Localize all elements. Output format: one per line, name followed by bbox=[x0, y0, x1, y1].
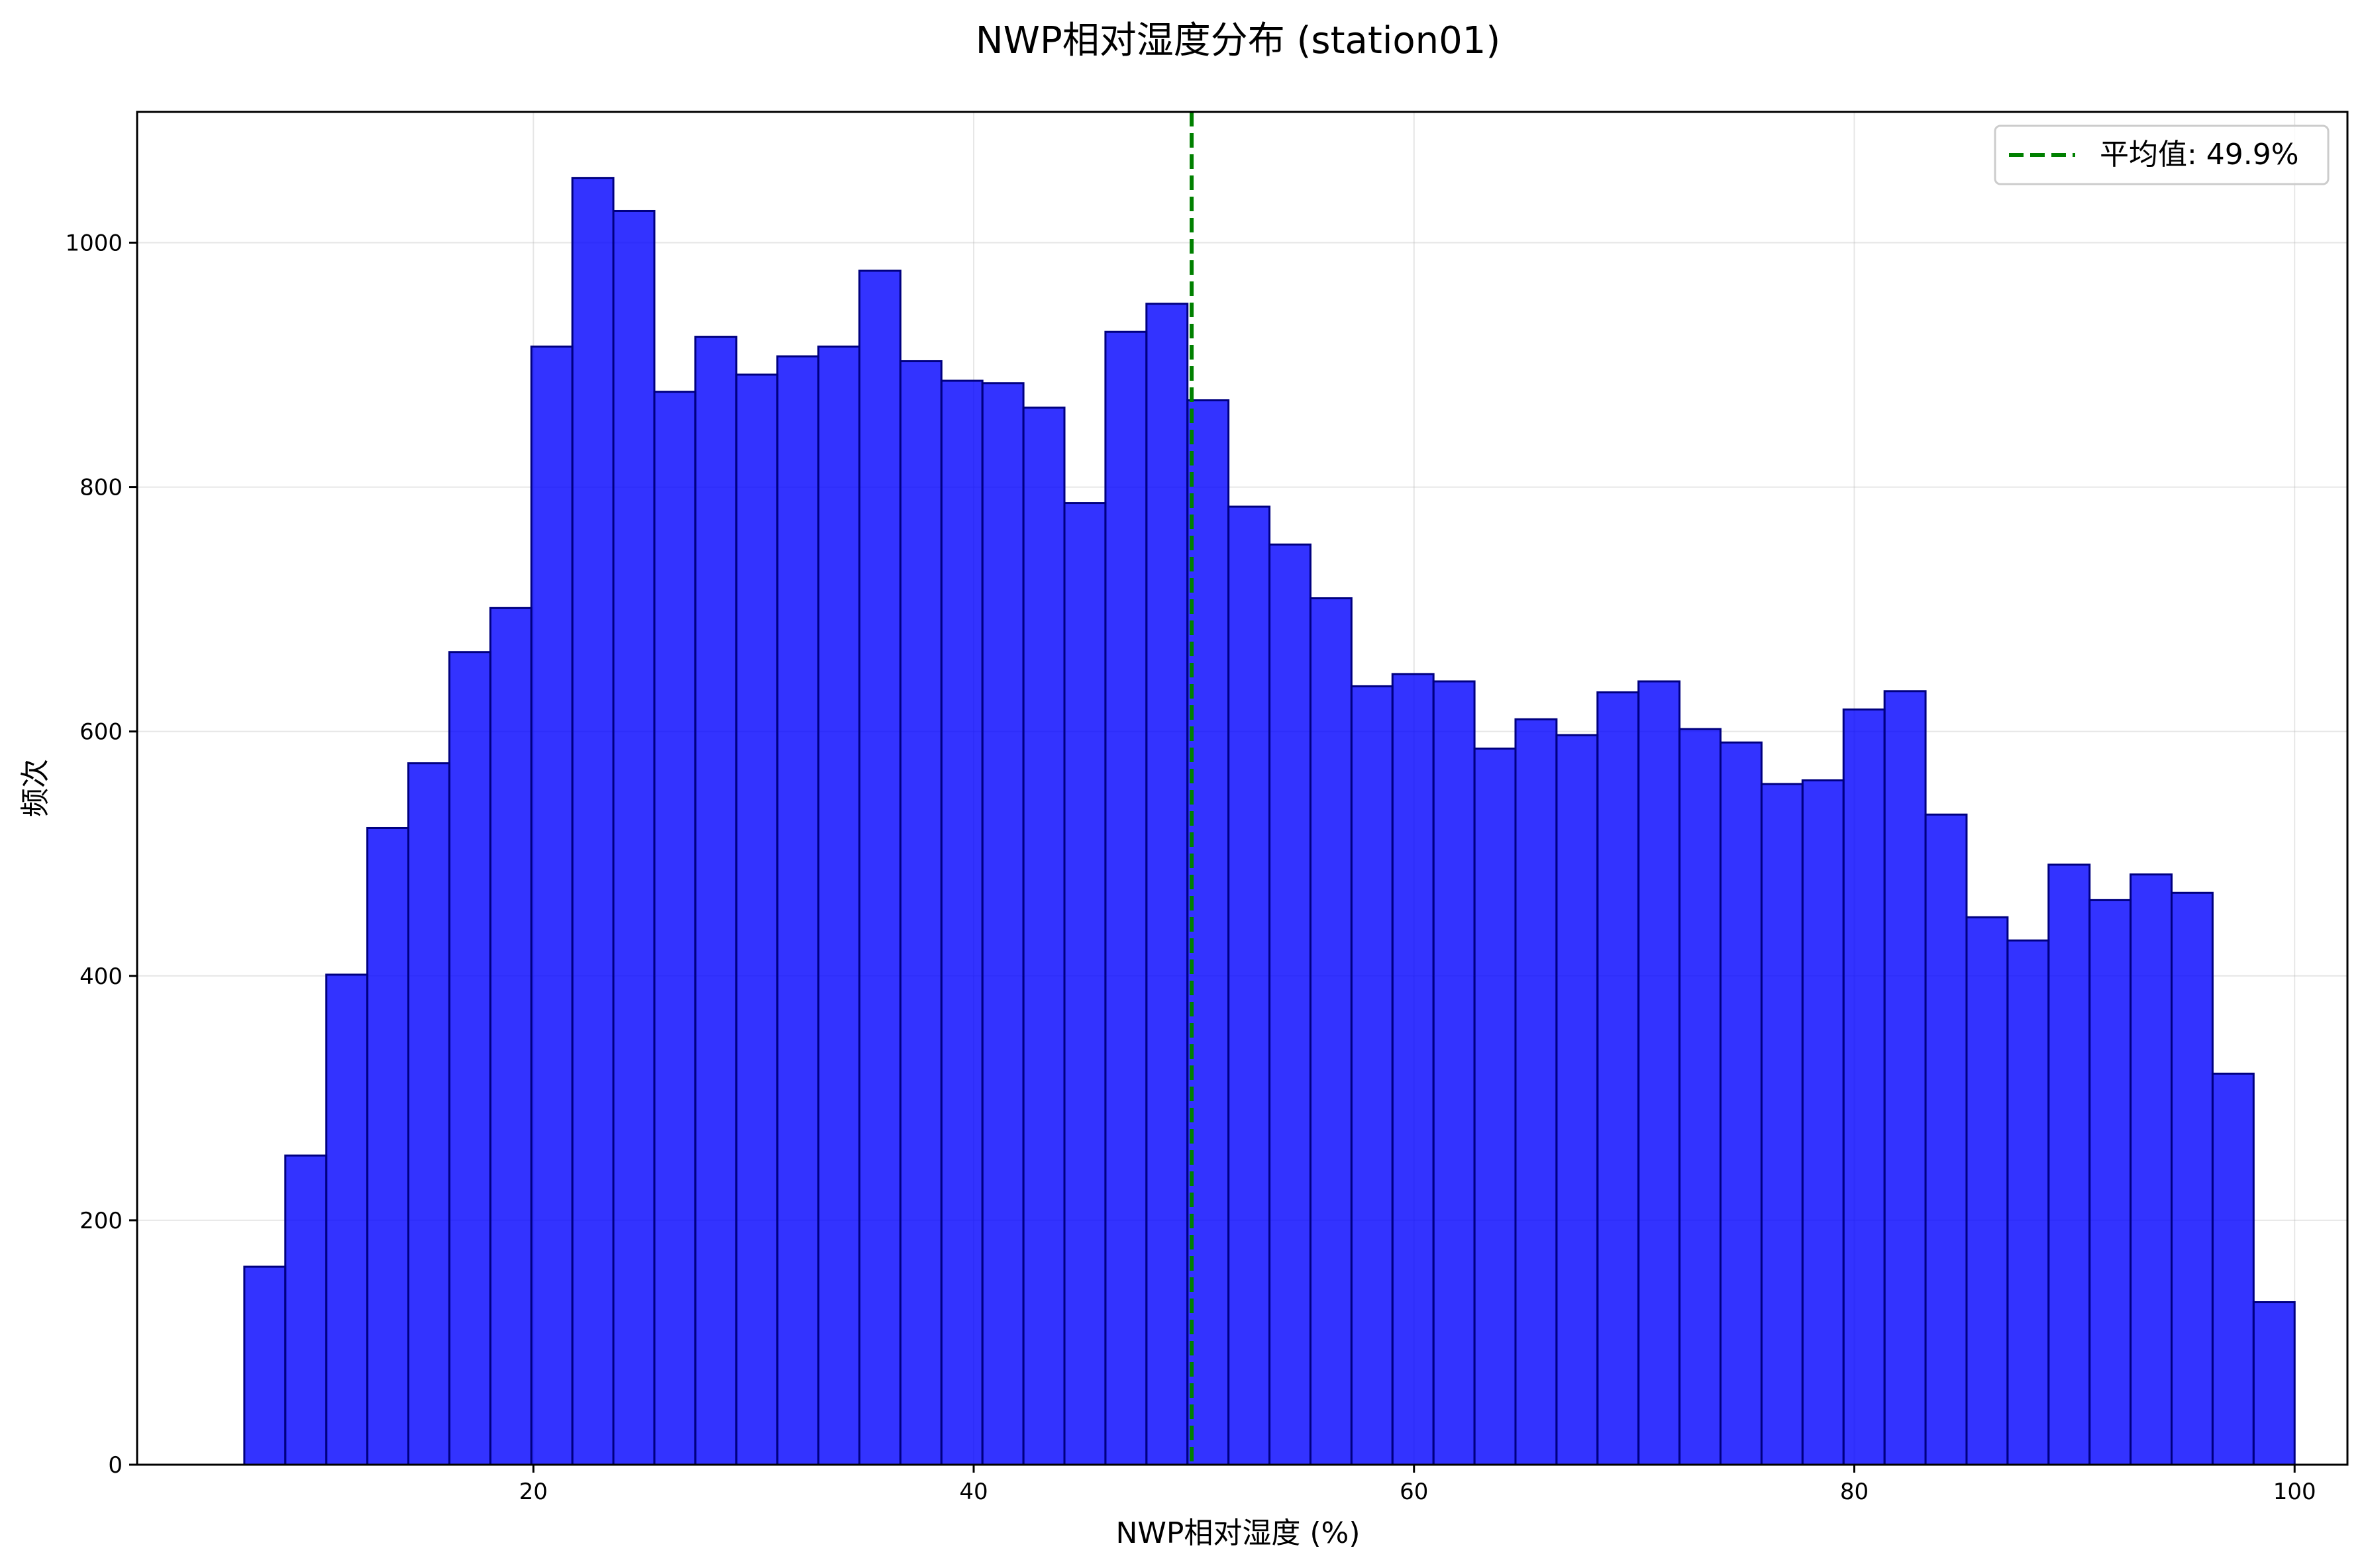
histogram-bar bbox=[694, 336, 738, 1466]
histogram-bar bbox=[2130, 873, 2173, 1466]
y-tick-label: 600 bbox=[79, 719, 123, 746]
histogram-bar bbox=[735, 373, 779, 1466]
x-tick-label: 20 bbox=[519, 1479, 548, 1505]
y-tick-label: 400 bbox=[79, 963, 123, 990]
histogram-bar bbox=[2088, 899, 2132, 1466]
histogram-bar bbox=[1350, 685, 1394, 1466]
histogram-bar bbox=[1760, 783, 1804, 1466]
histogram-bar bbox=[2171, 891, 2214, 1466]
histogram-bar bbox=[407, 762, 450, 1466]
histogram-bar bbox=[1924, 813, 1968, 1466]
histogram-bar bbox=[1842, 708, 1886, 1466]
histogram-bar bbox=[1514, 718, 1558, 1466]
histogram-bar bbox=[1186, 399, 1230, 1466]
x-axis-ticks: 20 40 60 80 100 bbox=[519, 1465, 2316, 1505]
histogram-bar bbox=[1801, 779, 1845, 1466]
histogram-bar bbox=[981, 382, 1025, 1466]
histogram-bar bbox=[1104, 330, 1148, 1466]
histogram-bar bbox=[1227, 505, 1271, 1466]
y-tick-label: 1000 bbox=[65, 230, 123, 256]
histogram-bar bbox=[817, 345, 860, 1466]
histogram-bar bbox=[1391, 673, 1435, 1466]
histogram-bar bbox=[366, 826, 409, 1466]
histogram-bar bbox=[243, 1265, 287, 1466]
histogram-bar bbox=[1268, 543, 1311, 1466]
histogram-bar bbox=[858, 270, 901, 1466]
plot-frame bbox=[136, 111, 2349, 1466]
y-axis-label: 频次 bbox=[19, 759, 52, 817]
chart-title: NWP相对湿度分布 (station01) bbox=[976, 19, 1501, 62]
histogram-bar bbox=[776, 355, 820, 1466]
histogram-bar bbox=[325, 973, 369, 1466]
histogram-bar bbox=[2211, 1072, 2255, 1466]
y-tick-label: 0 bbox=[108, 1452, 123, 1479]
x-tick-label: 80 bbox=[1840, 1479, 1869, 1505]
histogram-bar bbox=[1720, 741, 1763, 1466]
histogram-bar bbox=[1965, 916, 2009, 1466]
histogram-bar bbox=[571, 177, 615, 1466]
x-axis-label: NWP相对湿度 (%) bbox=[1115, 1516, 1360, 1550]
histogram-bar bbox=[448, 651, 491, 1466]
legend-box bbox=[1994, 124, 2330, 185]
legend: 平均值: 49.9% bbox=[1994, 124, 2330, 185]
x-tick-label: 60 bbox=[1400, 1479, 1428, 1505]
histogram-bar bbox=[1022, 407, 1066, 1466]
histogram-bar bbox=[2252, 1301, 2296, 1466]
histogram-bar bbox=[1145, 303, 1189, 1466]
x-tick-label: 100 bbox=[2273, 1479, 2316, 1505]
y-axis-ticks: 0 200 400 600 800 1000 bbox=[65, 230, 137, 1479]
histogram-bar bbox=[2047, 863, 2091, 1466]
histogram-bar bbox=[2006, 939, 2050, 1466]
histogram-bar bbox=[1063, 502, 1107, 1466]
histogram-bar bbox=[1555, 734, 1599, 1466]
y-tick-label: 200 bbox=[79, 1208, 123, 1234]
y-tick-label: 800 bbox=[79, 475, 123, 501]
histogram-bar bbox=[899, 360, 943, 1466]
histogram-bar bbox=[1432, 680, 1476, 1466]
legend-entry-mean: 平均值: 49.9% bbox=[2100, 138, 2299, 172]
histogram-bar bbox=[1309, 597, 1353, 1466]
histogram-bar bbox=[612, 209, 656, 1466]
histogram-bar bbox=[1596, 691, 1640, 1466]
histogram-bar bbox=[1883, 690, 1927, 1466]
histogram-bar bbox=[530, 345, 574, 1466]
histogram-bar bbox=[284, 1154, 328, 1466]
histogram-bar bbox=[653, 391, 697, 1466]
histogram-bars bbox=[243, 177, 2296, 1466]
x-tick-label: 40 bbox=[959, 1479, 988, 1505]
histogram-bar bbox=[1678, 728, 1722, 1466]
histogram-bar bbox=[489, 607, 533, 1466]
histogram-bar bbox=[1473, 748, 1517, 1466]
histogram-bar bbox=[940, 379, 984, 1466]
histogram-bar bbox=[1637, 680, 1681, 1466]
